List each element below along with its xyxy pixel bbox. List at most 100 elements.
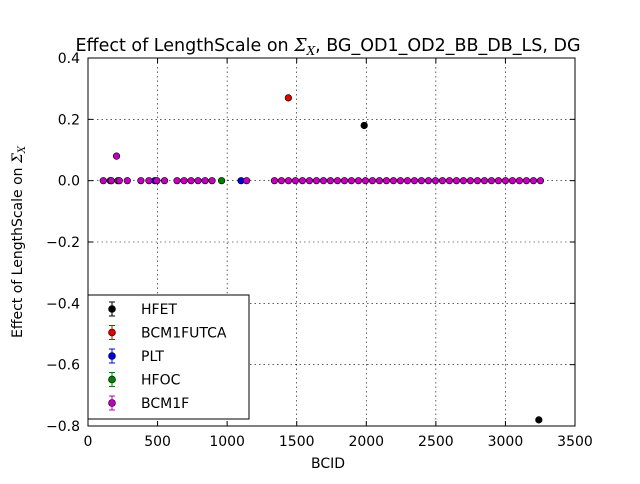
x-tick-label: 0 [84, 434, 93, 450]
bcm1f-point [173, 177, 181, 185]
y-tick-label: 0.4 [58, 51, 80, 67]
bcm1f-point [529, 177, 538, 185]
bcm1f-point [153, 177, 161, 185]
bcm1f-point [473, 177, 482, 185]
x-tick-label: 500 [144, 434, 171, 450]
bcm1f-point [284, 177, 293, 185]
bcm1f-point [243, 177, 251, 185]
title-subscript: X [306, 44, 316, 58]
bcm1futca-point [284, 94, 292, 102]
bcm1f-point [515, 177, 524, 185]
bcm1f-point [466, 177, 475, 185]
bcm1f-point [340, 177, 349, 185]
bcm1f-point [137, 177, 145, 185]
x-tick-labels: 0 500 1000 1500 2000 2500 3000 3500 [84, 434, 593, 450]
bcm1f-point [452, 177, 461, 185]
legend-marker [108, 399, 116, 407]
bcm1f-point [291, 177, 300, 185]
bcm1f-point [417, 177, 426, 185]
bcm1f-point [347, 177, 356, 185]
legend-marker [108, 375, 116, 384]
bcm1f-point [375, 177, 384, 185]
bcm1f-point [326, 177, 335, 185]
bcm1f-point [389, 177, 398, 185]
bcm1f-point [333, 177, 342, 185]
bcm1f-point [298, 177, 307, 185]
bcm1f-point [494, 177, 503, 185]
bcm1f-point [107, 177, 115, 185]
bcm1f-point [319, 177, 328, 185]
y-axis-sigma: Σ [10, 153, 26, 164]
bcm1f-point [145, 177, 153, 185]
bcm1f-point [459, 177, 468, 185]
svg-text:Effect of LengthScale on ΣX, B: Effect of LengthScale on ΣX, BG_OD1_OD2_… [75, 36, 580, 58]
title-sigma: Σ [293, 36, 307, 56]
hfoc-point [217, 177, 226, 185]
bcm1f-point [487, 177, 496, 185]
bcm1f-point [312, 177, 321, 185]
x-axis-label: BCID [311, 456, 345, 472]
legend: HFET BCM1FUTCA PLT HFOC BCM1F [87, 294, 250, 420]
bcm1f-point [368, 177, 377, 185]
bcm1f-point [431, 177, 440, 185]
chart-title: Effect of LengthScale on ΣX, BG_OD1_OD2_… [75, 36, 580, 58]
x-tick-label: 3000 [488, 434, 524, 450]
bcm1f-point [112, 152, 121, 160]
legend-marker [108, 352, 116, 360]
legend-label: BCM1FUTCA [141, 326, 227, 342]
title-suffix: , BG_OD1_OD2_BB_DB_LS, DG [315, 36, 580, 56]
legend-label: BCM1F [141, 396, 189, 412]
bcm1f-point [270, 177, 279, 185]
legend-label: HFET [141, 302, 177, 318]
bcm1f-point [277, 177, 286, 185]
x-tick-label: 1500 [279, 434, 315, 450]
bcm1f-point [445, 177, 454, 185]
legend-label: HFOC [141, 373, 181, 389]
hfet-point [535, 416, 543, 424]
bcm1f-point [305, 177, 314, 185]
bcm1f-point [115, 177, 123, 185]
y-axis-subscript: X [17, 145, 28, 154]
bcm1f-point [354, 177, 363, 185]
axis-ticks [87, 57, 576, 427]
y-tick-label: 0.0 [58, 174, 80, 190]
bcm1f-point [403, 177, 412, 185]
y-axis-label-text: Effect of LengthScale on [10, 163, 26, 338]
x-tick-label: 3500 [557, 434, 593, 450]
legend-marker [108, 305, 116, 313]
bcm1f-point [480, 177, 489, 185]
bcm1f-point [438, 177, 447, 185]
y-tick-labels: −0.8 −0.6 −0.4 −0.2 0.0 0.2 0.4 [46, 51, 80, 435]
legend-marker [108, 328, 116, 337]
y-tick-label: −0.8 [46, 419, 80, 435]
bcm1f-point [536, 177, 545, 185]
bcm1f-point [508, 177, 517, 185]
bcm1f-point [187, 177, 195, 185]
y-tick-label: −0.4 [46, 296, 80, 312]
y-tick-label: −0.6 [46, 358, 80, 374]
bcm1f-point [160, 177, 169, 185]
bcm1f-point [180, 177, 188, 185]
bcm1f-point [361, 177, 370, 185]
hfet-point [360, 121, 368, 130]
bcm1f-point [424, 177, 433, 185]
bcm1f-point [201, 177, 209, 185]
y-tick-label: −0.2 [46, 235, 80, 251]
chart-title-text: Effect of LengthScale on [75, 36, 294, 56]
bcm1f-point [382, 177, 391, 185]
bcm1f-point [501, 177, 510, 185]
y-axis-label: Effect of LengthScale on ΣX [10, 145, 28, 338]
x-tick-label: 1000 [209, 434, 245, 450]
bcm1f-point [396, 177, 405, 185]
bcm1f-point [194, 177, 202, 185]
bcm1f-point [410, 177, 419, 185]
bcm1f-point [522, 177, 531, 185]
bcm1f-point [99, 177, 107, 185]
bcm1f-point [123, 177, 131, 185]
x-tick-label: 2500 [418, 434, 454, 450]
bcm1f-point [208, 177, 216, 185]
x-tick-label: 2000 [348, 434, 384, 450]
data-points [99, 94, 545, 424]
